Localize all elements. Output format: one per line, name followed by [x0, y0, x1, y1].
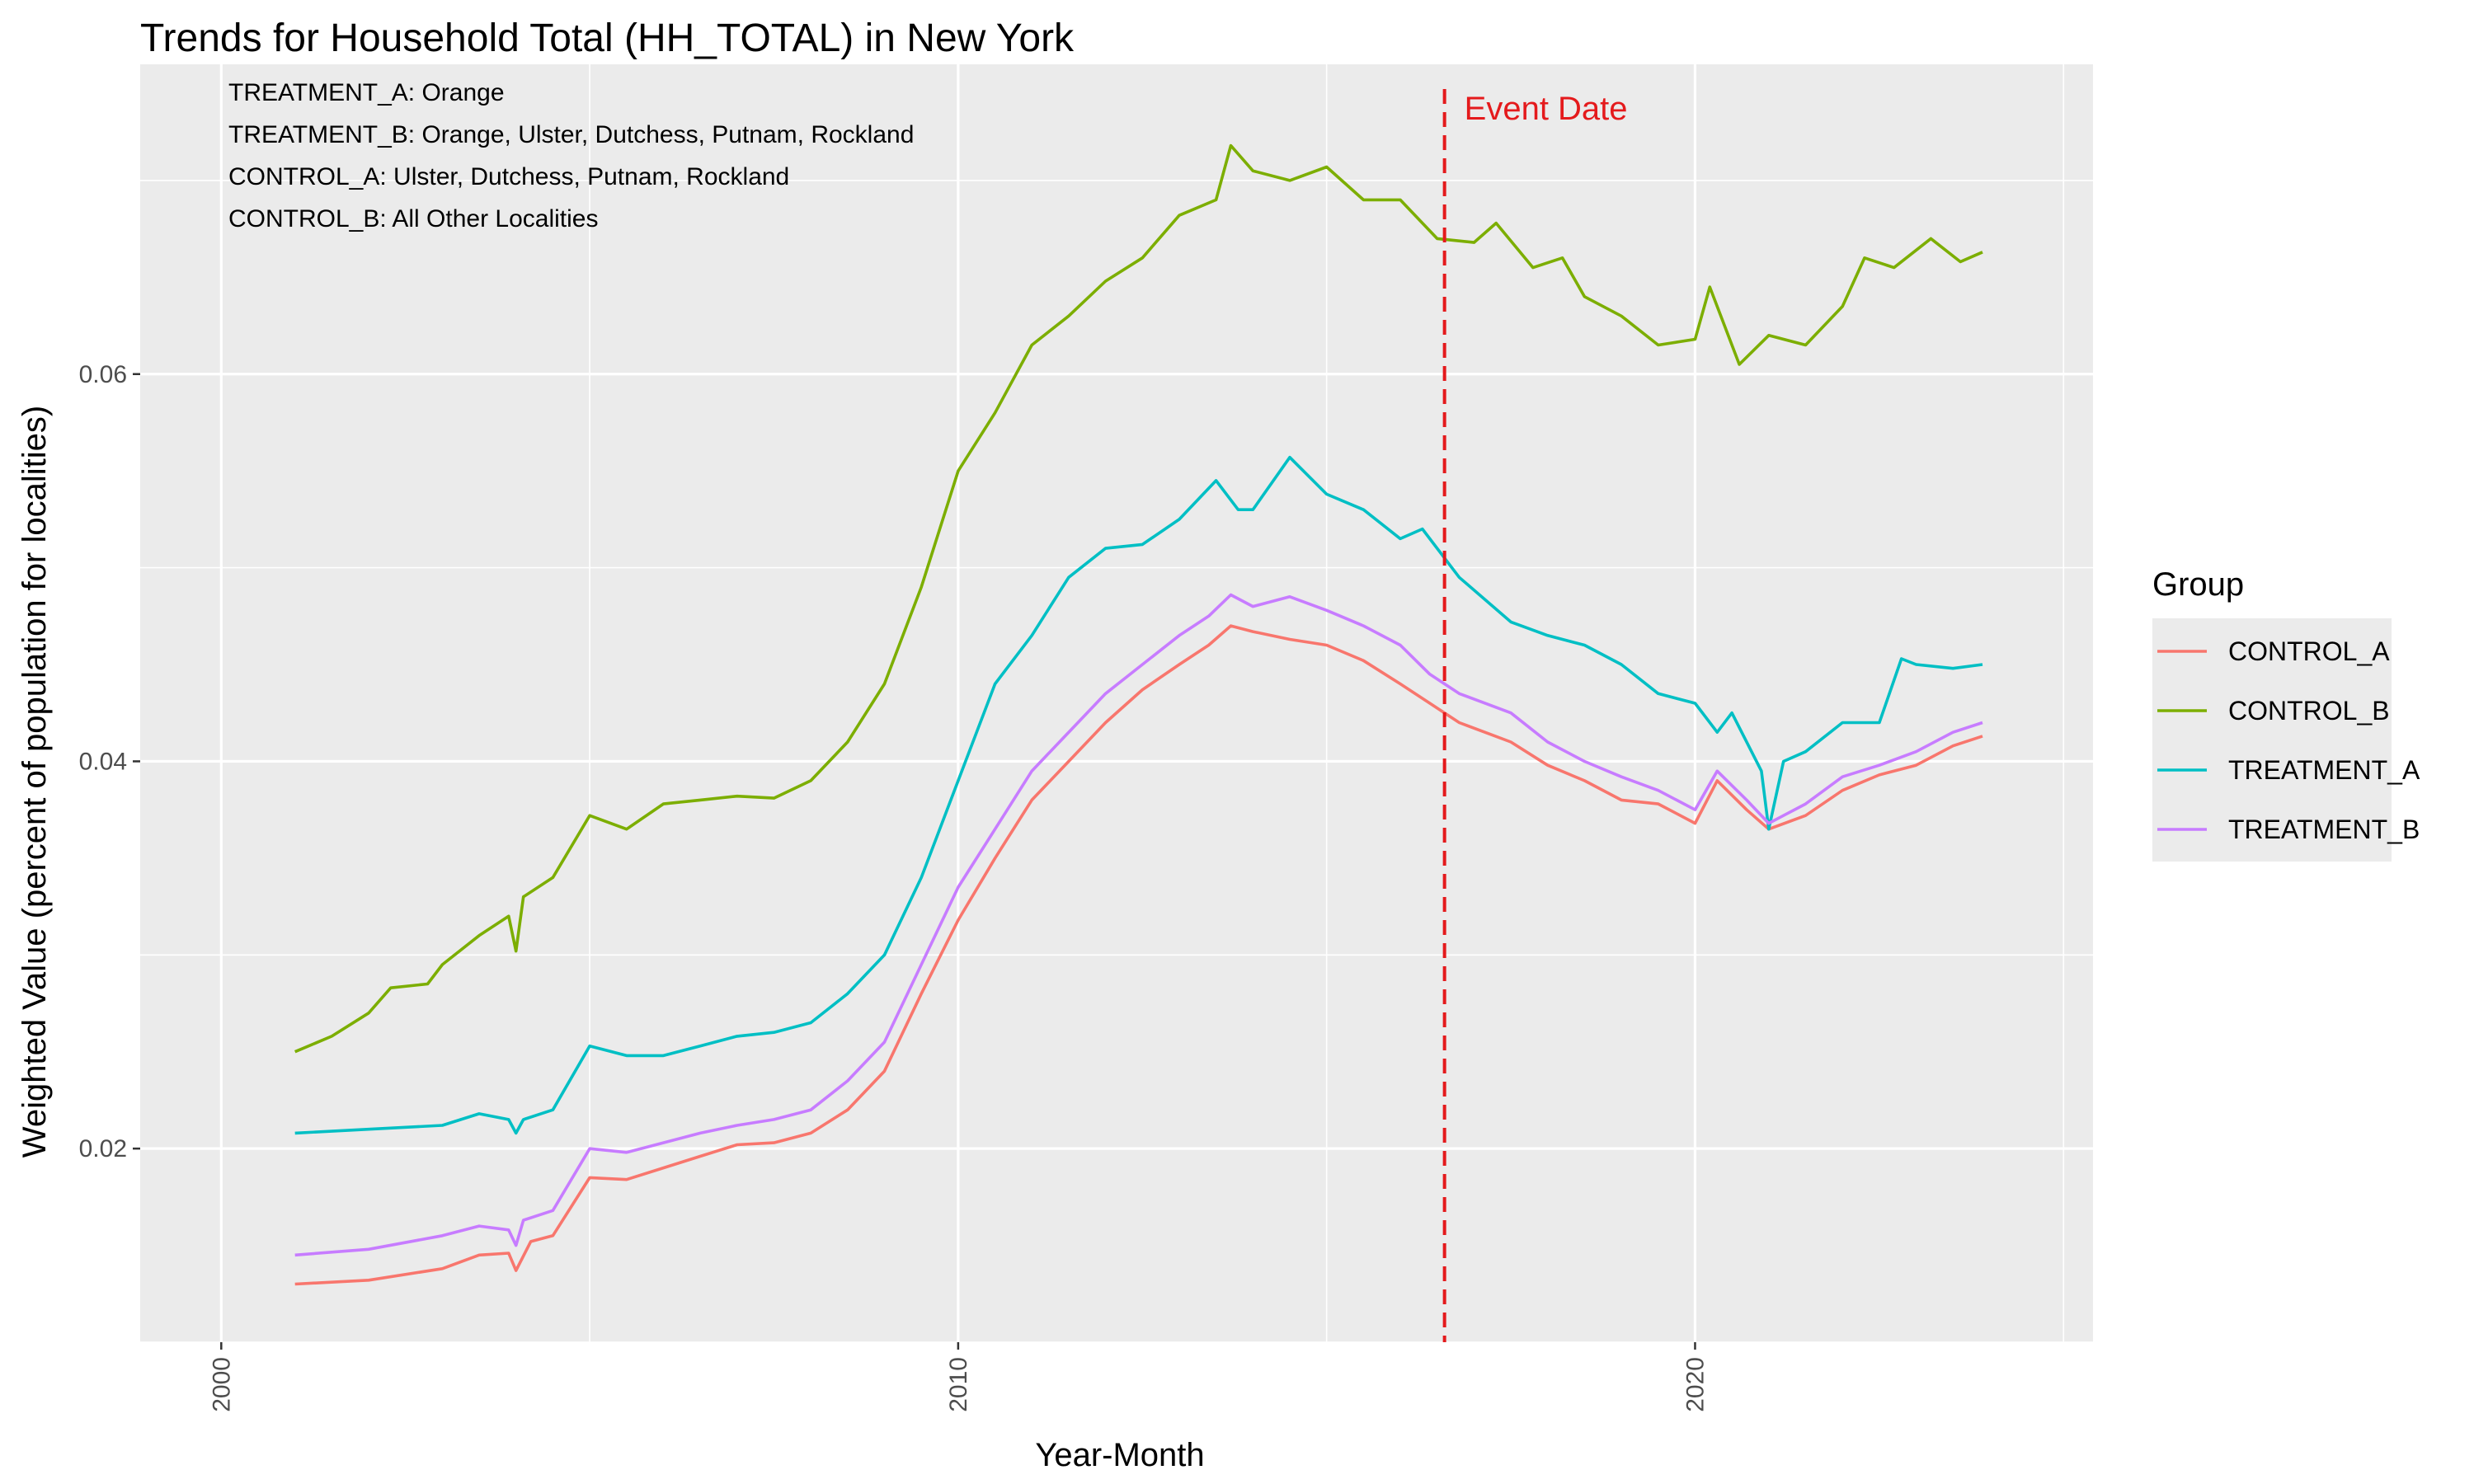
annotation-treatment-a: TREATMENT_A: Orange [228, 79, 505, 106]
event-date-label: Event Date [1465, 91, 1628, 127]
plot-panel [140, 64, 2093, 1342]
legend-label-treatment-a: TREATMENT_A [2228, 755, 2420, 785]
legend-label-control-a: CONTROL_A [2228, 636, 2390, 666]
y-axis-title: Weighted Value (percent of population fo… [16, 406, 53, 1158]
series-line-treatment-b [294, 593, 1983, 1257]
annotation-treatment-b: TREATMENT_B: Orange, Ulster, Dutchess, P… [228, 121, 914, 148]
chart-title: Trends for Household Total (HH_TOTAL) in… [140, 16, 1075, 60]
x-axis-ticks: 2000 2010 2020 [208, 1342, 1709, 1412]
legend-label-treatment-b: TREATMENT_B [2228, 815, 2420, 844]
legend-title: Group [2152, 566, 2244, 603]
y-axis-ticks: 0.02 0.04 0.06 [79, 361, 140, 1162]
x-axis-title: Year-Month [1035, 1437, 1204, 1473]
legend: Group CONTROL_A CONTROL_B TREATMENT_A TREAT… [2152, 566, 2420, 862]
series-line-control-b [294, 143, 1983, 1054]
legend-key-background [2152, 618, 2392, 862]
annotation-control-a: CONTROL_A: Ulster, Dutchess, Putnam, Roc… [228, 163, 789, 190]
y-tick-label: 0.04 [79, 748, 127, 775]
legend-items: CONTROL_A CONTROL_B TREATMENT_A TREATMENT_B [2157, 636, 2420, 844]
x-tick-label: 2020 [1681, 1357, 1709, 1412]
major-gridlines [140, 64, 2093, 1342]
series-line-treatment-a [294, 455, 1983, 1135]
annotation-notes: TREATMENT_A: Orange TREATMENT_B: Orange,… [228, 79, 914, 232]
y-tick-label: 0.02 [79, 1135, 127, 1162]
series-line-control-a [294, 624, 1983, 1286]
series-layer [294, 143, 1983, 1286]
x-tick-label: 2010 [945, 1357, 972, 1412]
legend-label-control-b: CONTROL_B [2228, 696, 2390, 726]
minor-gridlines [140, 64, 2093, 1343]
y-tick-label: 0.06 [79, 361, 127, 388]
annotation-control-b: CONTROL_B: All Other Localities [228, 205, 599, 232]
x-tick-label: 2000 [208, 1357, 235, 1412]
